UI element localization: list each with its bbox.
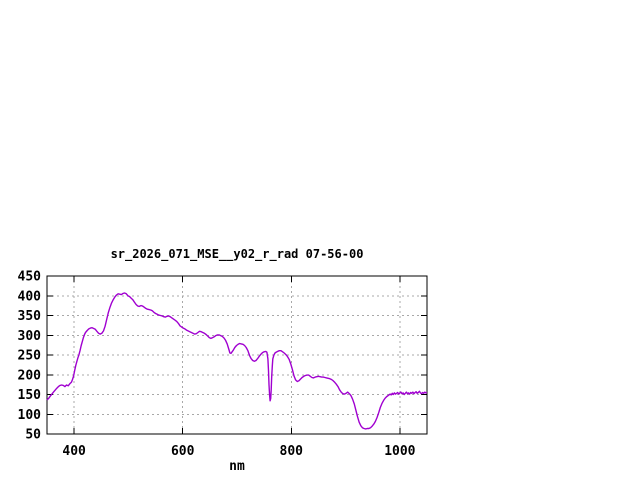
y-tick-label: 300 [18,329,42,344]
chart-title: sr_2026_071_MSE__y02_r_rad 07-56-00 [110,247,364,261]
x-tick-label: 1000 [384,444,415,459]
data-curve [46,292,428,430]
x-axis-label: nm [229,459,245,474]
y-tick-label: 150 [18,388,42,403]
x-tick-label: 600 [171,444,195,459]
y-tick-label: 350 [18,309,42,324]
y-tick-label: 200 [18,368,42,383]
x-tick-label: 800 [280,444,304,459]
y-tick-label: 450 [18,270,42,285]
y-tick-label: 250 [18,349,42,364]
y-tick-label: 100 [18,408,42,423]
y-tick-label: 50 [25,428,41,443]
y-tick-label: 400 [18,289,42,304]
x-tick-label: 400 [62,444,86,459]
